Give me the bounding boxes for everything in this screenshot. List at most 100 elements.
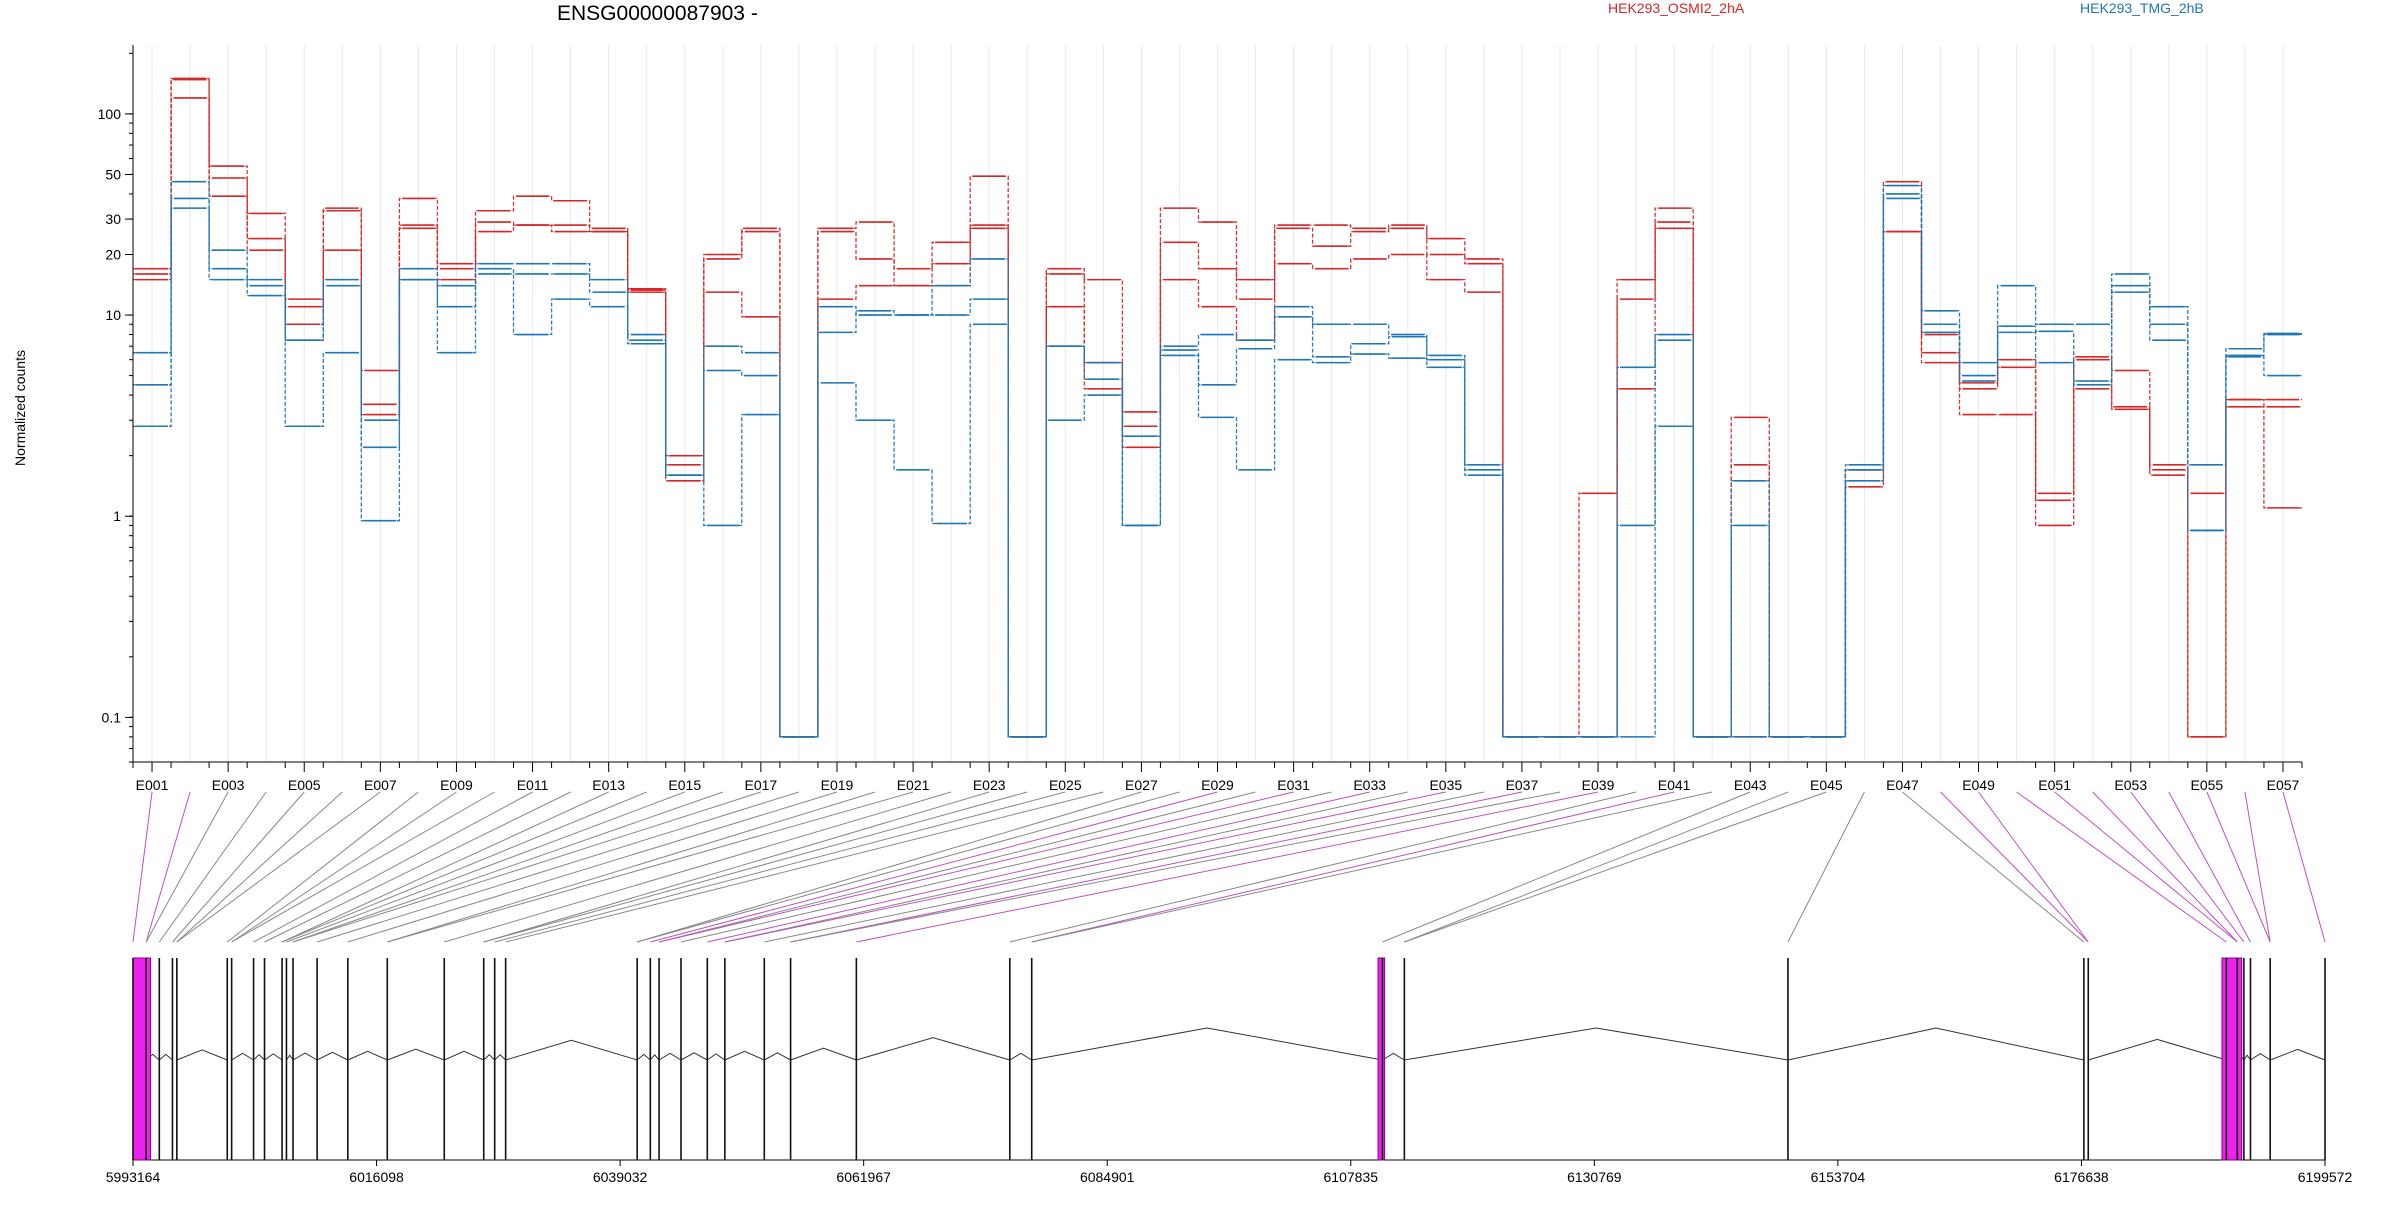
intron-line — [2270, 1048, 2326, 1061]
genomic-tick-label: 6107835 — [1324, 1169, 1379, 1185]
exon-connector — [292, 791, 762, 943]
y-tick-label: 1 — [113, 508, 121, 524]
exon-connector — [264, 791, 571, 943]
x-tick-label: E005 — [288, 777, 321, 793]
x-tick-label: E035 — [1429, 777, 1462, 793]
x-tick-label: E051 — [2038, 777, 2071, 793]
exon-connector — [1978, 791, 2089, 943]
legend-entry-tmg: HEK293_TMG_2hB — [2080, 0, 2204, 16]
intron-line — [680, 1052, 708, 1061]
exon-connector — [680, 791, 1332, 943]
genomic-tick-label: 6153704 — [1811, 1169, 1866, 1185]
y-axis-label: Normalized counts — [12, 350, 28, 466]
exon-connector — [790, 791, 1523, 943]
intron-line — [707, 1053, 726, 1061]
alt-exon-block — [132, 957, 152, 1161]
exon-connector — [707, 791, 1370, 943]
exon-connector — [724, 791, 1446, 943]
intron-line — [505, 1039, 638, 1061]
genomic-tick-label: 6061967 — [836, 1169, 891, 1185]
x-tick-label: E013 — [592, 777, 625, 793]
x-tick-label: E039 — [1582, 777, 1615, 793]
exon-connector — [658, 791, 1294, 943]
exon-connector — [281, 791, 609, 943]
exon-connector — [145, 791, 191, 943]
x-tick-label: E033 — [1353, 777, 1386, 793]
intron-line — [2250, 1053, 2271, 1061]
intron-line — [444, 1050, 484, 1061]
intron-line — [1787, 1027, 2084, 1061]
exon-connector — [494, 791, 1066, 943]
exon-connector — [1940, 791, 2089, 943]
x-tick-label: E019 — [821, 777, 854, 793]
intron-line — [2088, 1038, 2227, 1061]
exon-connector — [2092, 791, 2238, 943]
exon-connector — [231, 791, 495, 943]
alt-exon-block — [1377, 957, 1386, 1161]
exon-connector — [483, 791, 1028, 943]
intron-line — [253, 1053, 265, 1061]
x-tick-label: E003 — [212, 777, 245, 793]
genomic-tick-label: 6176638 — [2054, 1169, 2109, 1185]
intron-line — [649, 1054, 660, 1061]
intron-line — [658, 1052, 682, 1061]
x-tick-label: E015 — [668, 777, 701, 793]
connector-layer — [132, 791, 2326, 943]
x-tick-label: E027 — [1125, 777, 1158, 793]
exon-connector — [444, 791, 952, 943]
intron-line — [494, 1053, 506, 1061]
genomic-tick-label: 6016098 — [349, 1169, 404, 1185]
grid-layer — [151, 45, 2284, 762]
x-tick-label: E053 — [2114, 777, 2147, 793]
exon-connector — [1404, 791, 1827, 943]
exon-connector — [387, 791, 876, 943]
y-tick-label: 30 — [105, 211, 121, 227]
x-tick-label: E007 — [364, 777, 397, 793]
exon-connector — [286, 791, 685, 943]
x-tick-label: E021 — [897, 777, 930, 793]
x-tick-label: E031 — [1277, 777, 1310, 793]
alt-exon-block — [2221, 957, 2243, 1161]
exon-connector — [856, 791, 1599, 943]
exon-connector — [172, 791, 305, 943]
genomic-tick-label: 6130769 — [1567, 1169, 1622, 1185]
x-tick-label: E057 — [2267, 777, 2300, 793]
y-tick-label: 20 — [105, 246, 121, 262]
y-tick-label: 10 — [105, 307, 121, 323]
exon-connector — [505, 791, 1104, 943]
axes-layer: 0.1 1 10 20 30 50 100 E001 E003 E005 E007 E009 E011 E… — [98, 45, 2303, 793]
x-tick-label: E025 — [1049, 777, 1082, 793]
exon-connector — [316, 791, 800, 943]
intron-line — [176, 1049, 228, 1061]
series-layer — [133, 77, 2302, 738]
intron-line — [790, 1047, 857, 1061]
exon-connector — [176, 791, 343, 943]
exon-connector — [790, 791, 1561, 943]
chart-title: ENSG00000087903 - — [557, 2, 758, 25]
intron-line — [231, 1052, 254, 1061]
x-tick-label: E043 — [1734, 777, 1767, 793]
intron-line — [764, 1052, 791, 1061]
intron-line — [2243, 1054, 2251, 1061]
intron-line — [286, 1054, 294, 1061]
intron-line — [264, 1053, 283, 1061]
legend-entry-osmi2: HEK293_OSMI2_2hA — [1608, 0, 1745, 16]
y-tick-label: 100 — [98, 106, 122, 122]
intron-line — [292, 1052, 318, 1061]
x-tick-label: E055 — [2191, 777, 2224, 793]
x-tick-label: E001 — [136, 777, 169, 793]
intron-line — [1382, 1052, 1405, 1061]
exon-connector — [2206, 791, 2271, 943]
genomic-tick-label: 6199572 — [2298, 1169, 2353, 1185]
exon-connector — [650, 791, 1218, 943]
y-tick-label: 0.1 — [102, 709, 122, 725]
x-tick-label: E009 — [440, 777, 473, 793]
genomic-tick-label: 6084901 — [1080, 1169, 1135, 1185]
exon-connector — [2244, 791, 2271, 943]
exon-connector — [145, 791, 229, 943]
exon-connector — [231, 791, 457, 943]
intron-line — [636, 1053, 651, 1061]
intron-line — [158, 1053, 173, 1061]
exon-connector — [2130, 791, 2245, 943]
genomic-tick-label: 6039032 — [593, 1169, 648, 1185]
